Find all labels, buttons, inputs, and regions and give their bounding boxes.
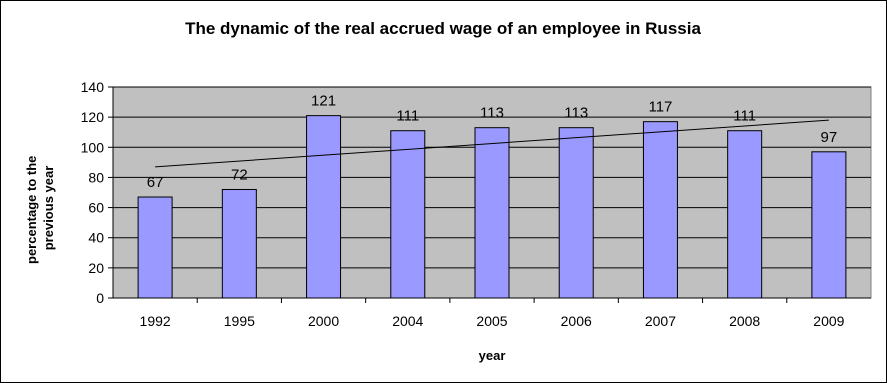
x-tick-label: 1995 — [224, 313, 255, 329]
y-tick-label: 100 — [81, 139, 105, 155]
x-tick-label: 2004 — [392, 313, 423, 329]
data-label: 72 — [231, 166, 248, 183]
axes: 0 20 40 60 80 100 120 140 1992 1995 2000 2004 2005 2… — [81, 79, 871, 329]
x-tick-label: 2008 — [729, 313, 760, 329]
x-tick-label: 2005 — [476, 313, 507, 329]
y-axis-title-line-1: percentage to the — [24, 156, 39, 264]
data-label: 121 — [311, 93, 336, 110]
bar — [727, 130, 763, 299]
trendline — [155, 119, 829, 168]
x-axis-title: year — [479, 348, 506, 363]
y-tick-label: 80 — [88, 169, 104, 185]
bars — [137, 115, 847, 299]
y-tick-label: 20 — [88, 260, 104, 276]
x-tick-label: 1992 — [140, 313, 171, 329]
y-axis-title-line-2: previous year — [41, 166, 56, 251]
data-labels: 67 72 121 111 113 113 117 111 97 — [147, 93, 837, 191]
data-label: 113 — [480, 105, 504, 122]
bar — [390, 130, 426, 299]
data-label: 113 — [564, 105, 588, 122]
bar — [306, 115, 342, 299]
plot-area: 67 72 121 111 113 113 117 111 97 — [112, 86, 872, 299]
data-label: 97 — [821, 129, 838, 146]
bar — [642, 121, 678, 299]
x-tick-label: 2006 — [561, 313, 592, 329]
bar — [137, 196, 173, 299]
x-tick-label: 2000 — [308, 313, 339, 329]
bar — [558, 127, 594, 299]
bar — [221, 188, 257, 299]
chart-title: The dynamic of the real accrued wage of … — [185, 19, 701, 38]
y-axis-ticks: 0 20 40 60 80 100 120 140 — [81, 79, 113, 306]
x-tick-label: 2009 — [813, 313, 844, 329]
y-tick-label: 60 — [88, 200, 104, 216]
x-tick-label: 2007 — [645, 313, 676, 329]
bar — [474, 127, 510, 299]
x-axis-ticks: 1992 1995 2000 2004 2005 2006 2007 2008 2009 — [140, 298, 845, 329]
y-tick-label: 0 — [96, 290, 104, 306]
data-label: 111 — [733, 108, 756, 125]
bar — [811, 151, 847, 299]
y-tick-label: 40 — [88, 230, 104, 246]
y-tick-label: 120 — [81, 109, 105, 125]
y-tick-label: 140 — [81, 79, 105, 95]
data-label: 67 — [147, 174, 164, 191]
data-label: 111 — [396, 108, 419, 125]
data-label: 117 — [648, 99, 672, 116]
y-axis-title: percentage to the previous year — [24, 152, 56, 264]
